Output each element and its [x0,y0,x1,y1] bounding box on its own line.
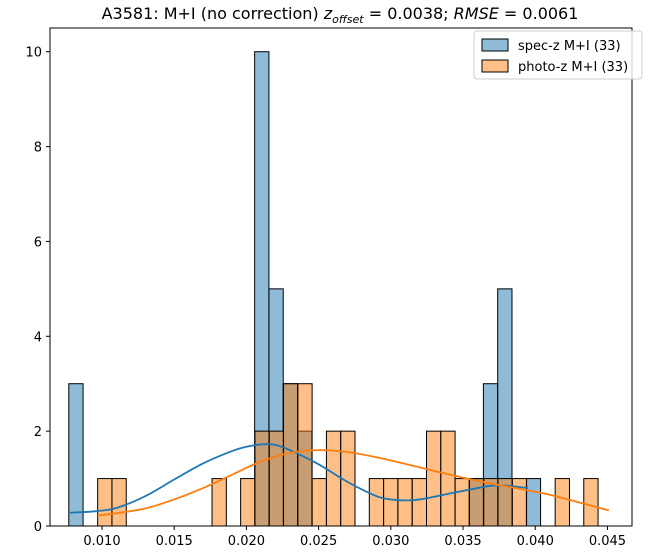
chart-title: A3581: M+I (no correction) zoffset = 0.0… [102,4,579,26]
photo-z-bar-22 [411,478,427,527]
photo-z-bar-26 [468,478,485,527]
title-rmse-value: = 0.0061 [499,4,579,23]
x-tick-label-2: 0.020 [228,534,265,549]
photo-z-bar-25 [454,478,470,527]
x-tick-label-6: 0.040 [517,534,554,549]
photo-z-bar-15 [311,478,327,527]
photo-z-bar-24 [440,430,456,527]
y-tick-label-3: 6 [34,235,42,250]
photo-z-bar-20 [383,478,399,527]
axes-frame [49,27,633,527]
legend-label-photo-z: photo-z M+I (33) [518,60,628,75]
photo-z-bar-23 [425,430,442,527]
photo-z-bar-10 [240,478,256,527]
title-z: z [323,4,333,23]
photo-z-kde-line [97,449,610,517]
photo-z-bar-19 [368,478,385,527]
spec-z-bar-0 [68,383,84,527]
title-z-value: = 0.0038; [364,4,454,23]
x-tick-label-3: 0.025 [300,534,337,549]
legend-swatch-photo-z [481,59,509,73]
spec-z-kde-line [68,443,529,514]
photo-z-bar-21 [397,478,413,527]
y-tick-label-0: 0 [34,520,42,535]
x-tick-label-7: 0.045 [589,534,626,549]
photo-z-bar-1 [111,478,127,527]
legend-swatch-spec-z [481,38,509,52]
title-plain: A3581: M+I (no correction) [102,4,324,23]
plot-area [68,51,610,527]
y-tick-label-1: 2 [34,425,42,440]
x-tick-label-4: 0.030 [372,534,409,549]
spec-z-bar-32 [525,478,542,527]
y-tick-label-4: 8 [34,141,42,156]
x-tick-label-5: 0.035 [444,534,481,549]
photo-z-bar-13 [283,383,299,527]
photo-z-bar-32 [554,478,570,527]
title-rmse: RMSE [454,4,500,23]
legend-label-spec-z: spec-z M+I (33) [518,39,621,54]
x-axis-ticks: 0.010 0.015 0.020 0.025 0.030 0.035 0.040 0.045 [83,526,626,549]
title-z-subscript: offset [332,13,364,26]
y-tick-label-2: 4 [34,330,42,345]
legend-box [473,30,643,80]
photo-z-bar-8 [211,478,227,527]
y-tick-label-5: 10 [25,46,42,61]
photo-z-bar-0 [97,478,113,527]
y-axis-ticks: 0 2 4 6 8 10 [25,46,50,535]
photo-z-bar-16 [325,430,342,527]
x-tick-label-0: 0.010 [83,534,120,549]
photo-z-bar-34 [583,478,599,527]
legend: spec-z M+I (33) photo-z M+I (33) [473,30,643,80]
x-tick-label-1: 0.015 [156,534,193,549]
